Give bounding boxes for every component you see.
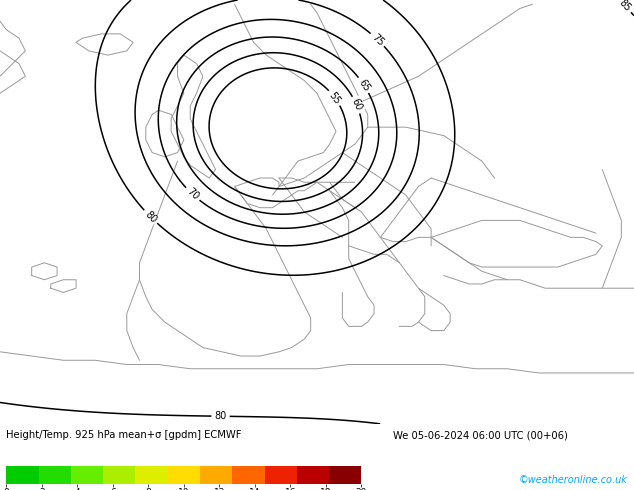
- Text: 70: 70: [184, 186, 200, 202]
- Bar: [71, 466, 103, 484]
- Text: 55: 55: [327, 90, 342, 106]
- Bar: [329, 466, 361, 484]
- Text: 75: 75: [370, 32, 385, 48]
- Text: 80: 80: [143, 209, 158, 225]
- Text: Height/Temp. 925 hPa mean+σ [gpdm] ECMWF: Height/Temp. 925 hPa mean+σ [gpdm] ECMWF: [6, 431, 242, 441]
- Bar: [39, 466, 71, 484]
- Bar: [6, 466, 39, 484]
- Bar: [200, 466, 232, 484]
- Bar: [232, 466, 264, 484]
- Text: 60: 60: [349, 98, 363, 113]
- Text: 85: 85: [617, 0, 633, 14]
- Bar: [136, 466, 168, 484]
- Bar: [168, 466, 200, 484]
- Text: 80: 80: [214, 411, 227, 421]
- Bar: [297, 466, 329, 484]
- Text: ©weatheronline.co.uk: ©weatheronline.co.uk: [519, 475, 628, 485]
- Text: 65: 65: [356, 77, 372, 93]
- Bar: [103, 466, 136, 484]
- Text: We 05-06-2024 06:00 UTC (00+06): We 05-06-2024 06:00 UTC (00+06): [393, 431, 568, 441]
- Bar: [264, 466, 297, 484]
